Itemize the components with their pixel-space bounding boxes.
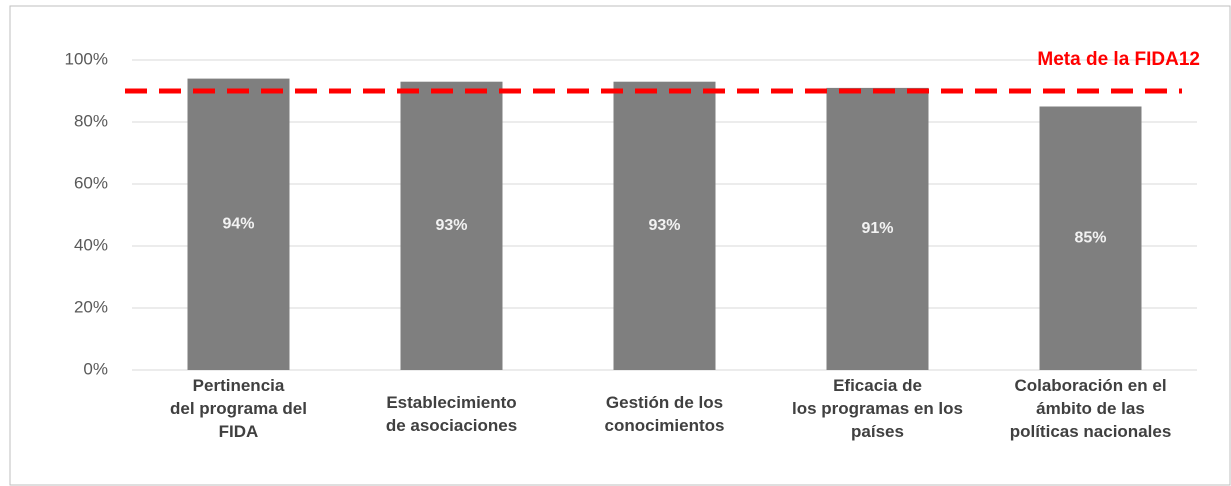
- bar: [613, 81, 716, 370]
- x-tick-label: Eficacia de los programas en los países: [792, 376, 963, 441]
- x-tick-label: Gestión de los conocimientos: [605, 393, 725, 435]
- target-label: Meta de la FIDA12: [1037, 49, 1200, 70]
- y-tick-label: 40%: [74, 235, 108, 254]
- value-label: 94%: [222, 216, 254, 233]
- value-label: 85%: [1074, 229, 1106, 246]
- y-tick-label: 20%: [74, 297, 108, 316]
- value-label: 93%: [648, 217, 680, 234]
- bar: [187, 78, 290, 370]
- chart-border: [9, 5, 1231, 486]
- x-tick-label: Establecimiento de asociaciones: [386, 393, 517, 435]
- y-tick-label: 60%: [74, 173, 108, 192]
- bar: [400, 81, 503, 370]
- x-tick-label: Pertinencia del programa del FIDA: [170, 376, 307, 441]
- value-label: 93%: [435, 217, 467, 234]
- y-tick-label: 80%: [74, 111, 108, 130]
- bar: [1039, 106, 1142, 370]
- bar: [826, 87, 929, 371]
- y-tick-label: 100%: [65, 49, 108, 68]
- value-label: 91%: [861, 220, 893, 237]
- y-tick-label: 0%: [83, 359, 108, 378]
- x-tick-label: Colaboración en el ámbito de las políticas…: [1010, 376, 1172, 441]
